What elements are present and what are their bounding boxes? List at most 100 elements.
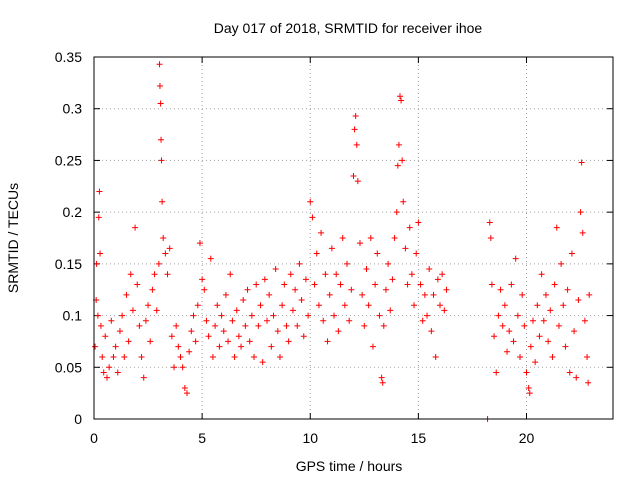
data-point bbox=[294, 322, 301, 329]
data-point bbox=[443, 286, 450, 293]
data-point bbox=[404, 281, 411, 288]
data-point bbox=[380, 322, 387, 329]
data-point bbox=[311, 281, 318, 288]
data-point bbox=[394, 162, 401, 169]
data-point bbox=[181, 384, 188, 391]
data-point bbox=[93, 260, 100, 267]
data-point bbox=[437, 302, 443, 309]
data-point bbox=[289, 307, 296, 314]
data-point bbox=[525, 384, 532, 391]
data-point bbox=[400, 198, 407, 205]
data-point bbox=[389, 276, 396, 283]
data-point bbox=[322, 271, 329, 278]
data-point bbox=[136, 322, 143, 329]
data-point bbox=[194, 302, 201, 309]
data-point bbox=[369, 343, 376, 350]
data-point bbox=[149, 286, 156, 293]
data-point bbox=[529, 317, 536, 324]
data-point bbox=[125, 338, 132, 345]
x-tick-labels: 0 5 10 15 20 bbox=[90, 430, 534, 446]
data-point bbox=[307, 198, 314, 205]
data-point bbox=[547, 307, 554, 314]
data-point bbox=[192, 338, 199, 345]
data-point bbox=[428, 328, 435, 335]
data-point bbox=[103, 374, 110, 381]
data-point bbox=[129, 307, 136, 314]
data-point bbox=[155, 260, 162, 267]
plot-frame bbox=[93, 56, 614, 420]
data-point bbox=[231, 353, 238, 360]
data-point bbox=[406, 224, 413, 231]
data-point bbox=[147, 338, 154, 345]
data-point bbox=[229, 317, 236, 324]
data-point bbox=[309, 214, 316, 221]
data-point bbox=[441, 307, 448, 314]
data-point bbox=[328, 245, 335, 252]
data-point bbox=[168, 333, 175, 340]
data-point bbox=[486, 219, 493, 226]
data-point bbox=[487, 235, 494, 241]
data-point bbox=[536, 333, 543, 340]
data-point bbox=[551, 281, 558, 288]
data-point bbox=[112, 343, 119, 350]
data-point bbox=[508, 281, 515, 288]
data-point bbox=[573, 374, 580, 381]
data-points bbox=[92, 61, 593, 422]
data-point bbox=[186, 348, 193, 355]
data-point bbox=[268, 343, 275, 350]
data-point bbox=[538, 271, 545, 278]
data-point bbox=[225, 338, 232, 345]
data-point bbox=[175, 343, 182, 350]
data-point bbox=[523, 369, 530, 376]
data-point bbox=[354, 178, 361, 185]
data-point bbox=[521, 322, 528, 329]
data-point bbox=[159, 198, 166, 205]
data-point bbox=[408, 271, 415, 278]
data-point bbox=[378, 374, 385, 381]
data-point bbox=[577, 209, 584, 216]
data-point bbox=[242, 322, 249, 329]
data-point bbox=[259, 359, 266, 366]
data-point bbox=[97, 322, 104, 329]
data-point bbox=[313, 250, 320, 257]
y-axis-label: SRMTID / TECUs bbox=[5, 183, 21, 293]
data-point bbox=[324, 338, 331, 345]
data-point bbox=[166, 245, 173, 252]
data-point bbox=[393, 209, 400, 216]
x-tick-label: 20 bbox=[519, 430, 535, 446]
data-point bbox=[331, 312, 338, 319]
data-point bbox=[266, 291, 273, 298]
data-point bbox=[519, 291, 526, 298]
data-point bbox=[417, 281, 424, 288]
data-point bbox=[356, 240, 363, 247]
data-point bbox=[363, 266, 370, 273]
data-point bbox=[123, 291, 130, 298]
data-point bbox=[585, 379, 592, 386]
data-point bbox=[326, 291, 333, 298]
data-point bbox=[584, 353, 591, 360]
data-point bbox=[391, 235, 398, 241]
data-point bbox=[218, 312, 225, 319]
data-point bbox=[346, 317, 353, 324]
data-point bbox=[296, 260, 303, 267]
data-point bbox=[94, 312, 101, 319]
y-tick-label: 0.25 bbox=[55, 152, 82, 168]
data-point bbox=[385, 260, 392, 267]
data-point bbox=[376, 312, 383, 319]
data-point bbox=[108, 317, 115, 324]
data-point bbox=[499, 322, 506, 329]
data-point bbox=[244, 286, 251, 293]
data-point bbox=[121, 353, 128, 360]
data-point bbox=[199, 276, 206, 283]
data-point bbox=[560, 302, 567, 309]
data-point bbox=[300, 333, 307, 340]
data-point bbox=[255, 322, 262, 329]
data-point bbox=[222, 291, 229, 298]
data-point bbox=[179, 364, 186, 371]
data-point bbox=[540, 317, 547, 324]
y-tick-label: 0.05 bbox=[55, 359, 82, 375]
data-point bbox=[212, 322, 219, 329]
x-tick-label: 15 bbox=[411, 430, 427, 446]
data-point bbox=[352, 112, 359, 119]
